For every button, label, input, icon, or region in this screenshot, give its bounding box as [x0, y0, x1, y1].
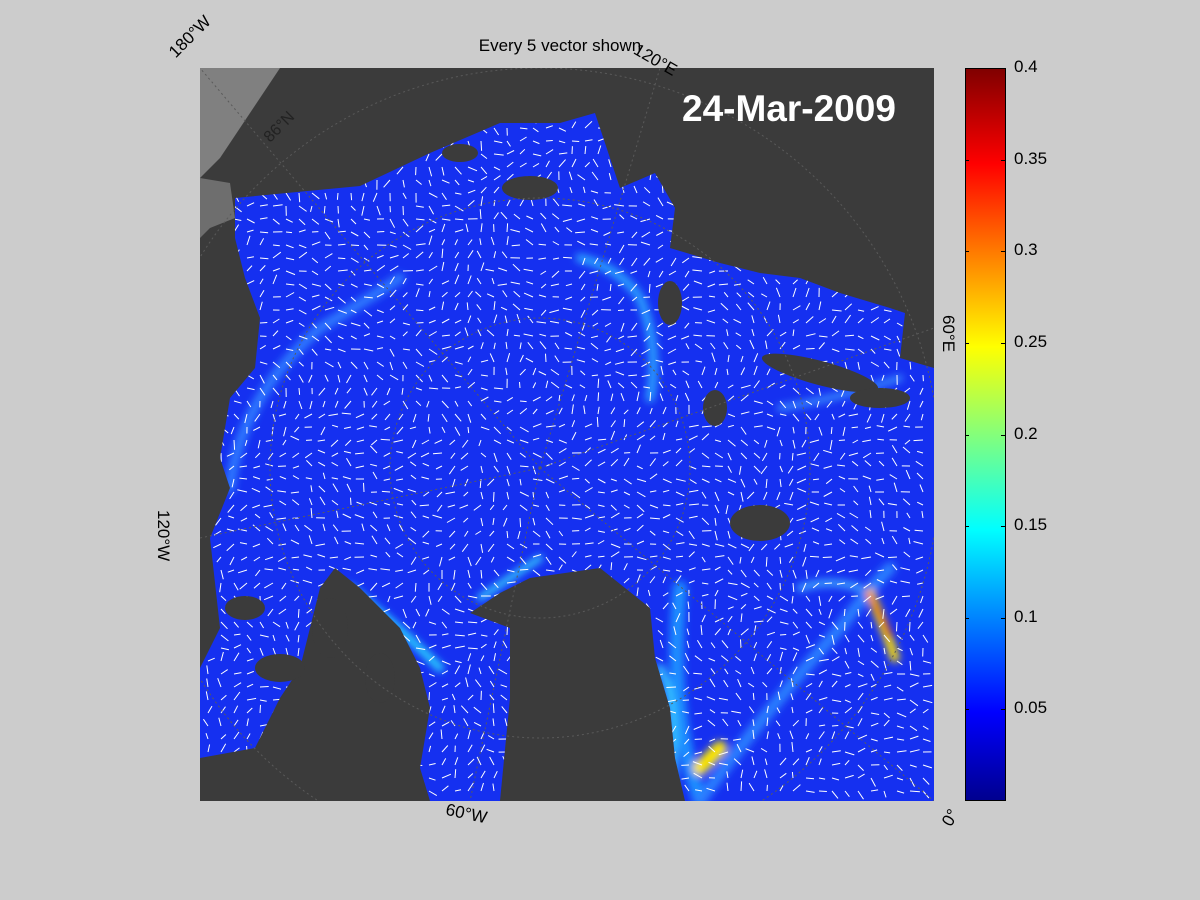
colorbar-tick-label: 0.25	[1014, 331, 1048, 351]
lon-label-0: 0°	[938, 805, 963, 830]
colorbar-tick-label: 0.3	[1014, 240, 1038, 260]
lon-label-60w: 60°W	[444, 800, 489, 828]
colorbar	[965, 68, 1006, 801]
colorbar-tick-mark	[1001, 526, 1005, 528]
lon-label-180w: 180°W	[165, 11, 215, 62]
drift-speed-streak	[575, 253, 658, 403]
colorbar-tick-mark	[1001, 251, 1005, 253]
colorbar-tick-mark	[965, 251, 969, 253]
colorbar-tick-mark	[965, 526, 969, 528]
colorbar-tick-mark	[965, 342, 969, 344]
outside-domain-area	[200, 68, 280, 178]
colorbar-tick-label: 0.35	[1014, 148, 1048, 168]
sea-ice-drift-map: 86°N 24-Mar-2009	[200, 68, 934, 801]
graticule	[200, 68, 934, 801]
colorbar-tick-mark	[965, 68, 969, 69]
drift-speed-streak	[693, 741, 727, 775]
colorbar-tick-mark	[1001, 434, 1005, 436]
colorbar-tick-mark	[965, 617, 969, 619]
colorbar-tick-label: 0.2	[1014, 423, 1038, 443]
outside-domain-area-2	[200, 178, 235, 238]
lon-label-120w: 120°W	[154, 510, 173, 562]
drift-speed-streak	[669, 581, 707, 801]
drift-speed-streak	[477, 555, 543, 601]
lon-label-60e: 60°E	[939, 315, 958, 353]
colorbar-tick-mark	[1001, 68, 1005, 69]
colorbar-tick-mark	[965, 434, 969, 436]
islands	[225, 144, 910, 703]
map-title: Every 5 vector shown	[478, 36, 642, 55]
colorbar-tick-label: 0.1	[1014, 606, 1038, 626]
colorbar-tick-label: 0.05	[1014, 698, 1048, 718]
colorbar-tick-mark	[1001, 342, 1005, 344]
colorbar-tick-mark	[965, 709, 969, 711]
colorbar-tick-mark	[1001, 617, 1005, 619]
colorbar-tick-mark	[1001, 709, 1005, 711]
drift-speed-streak	[225, 273, 405, 493]
drift-speed-streak	[694, 562, 896, 801]
date-label: 24-Mar-2009	[682, 88, 896, 129]
colorbar-tick-label: 0.4	[1014, 57, 1038, 76]
colorbar-tick-label: 0.15	[1014, 515, 1048, 535]
map-svg: 86°N	[200, 68, 934, 801]
drift-speed-streak	[777, 375, 903, 411]
colorbar-tick-mark	[965, 159, 969, 161]
colorbar-tick-mark	[1001, 159, 1005, 161]
